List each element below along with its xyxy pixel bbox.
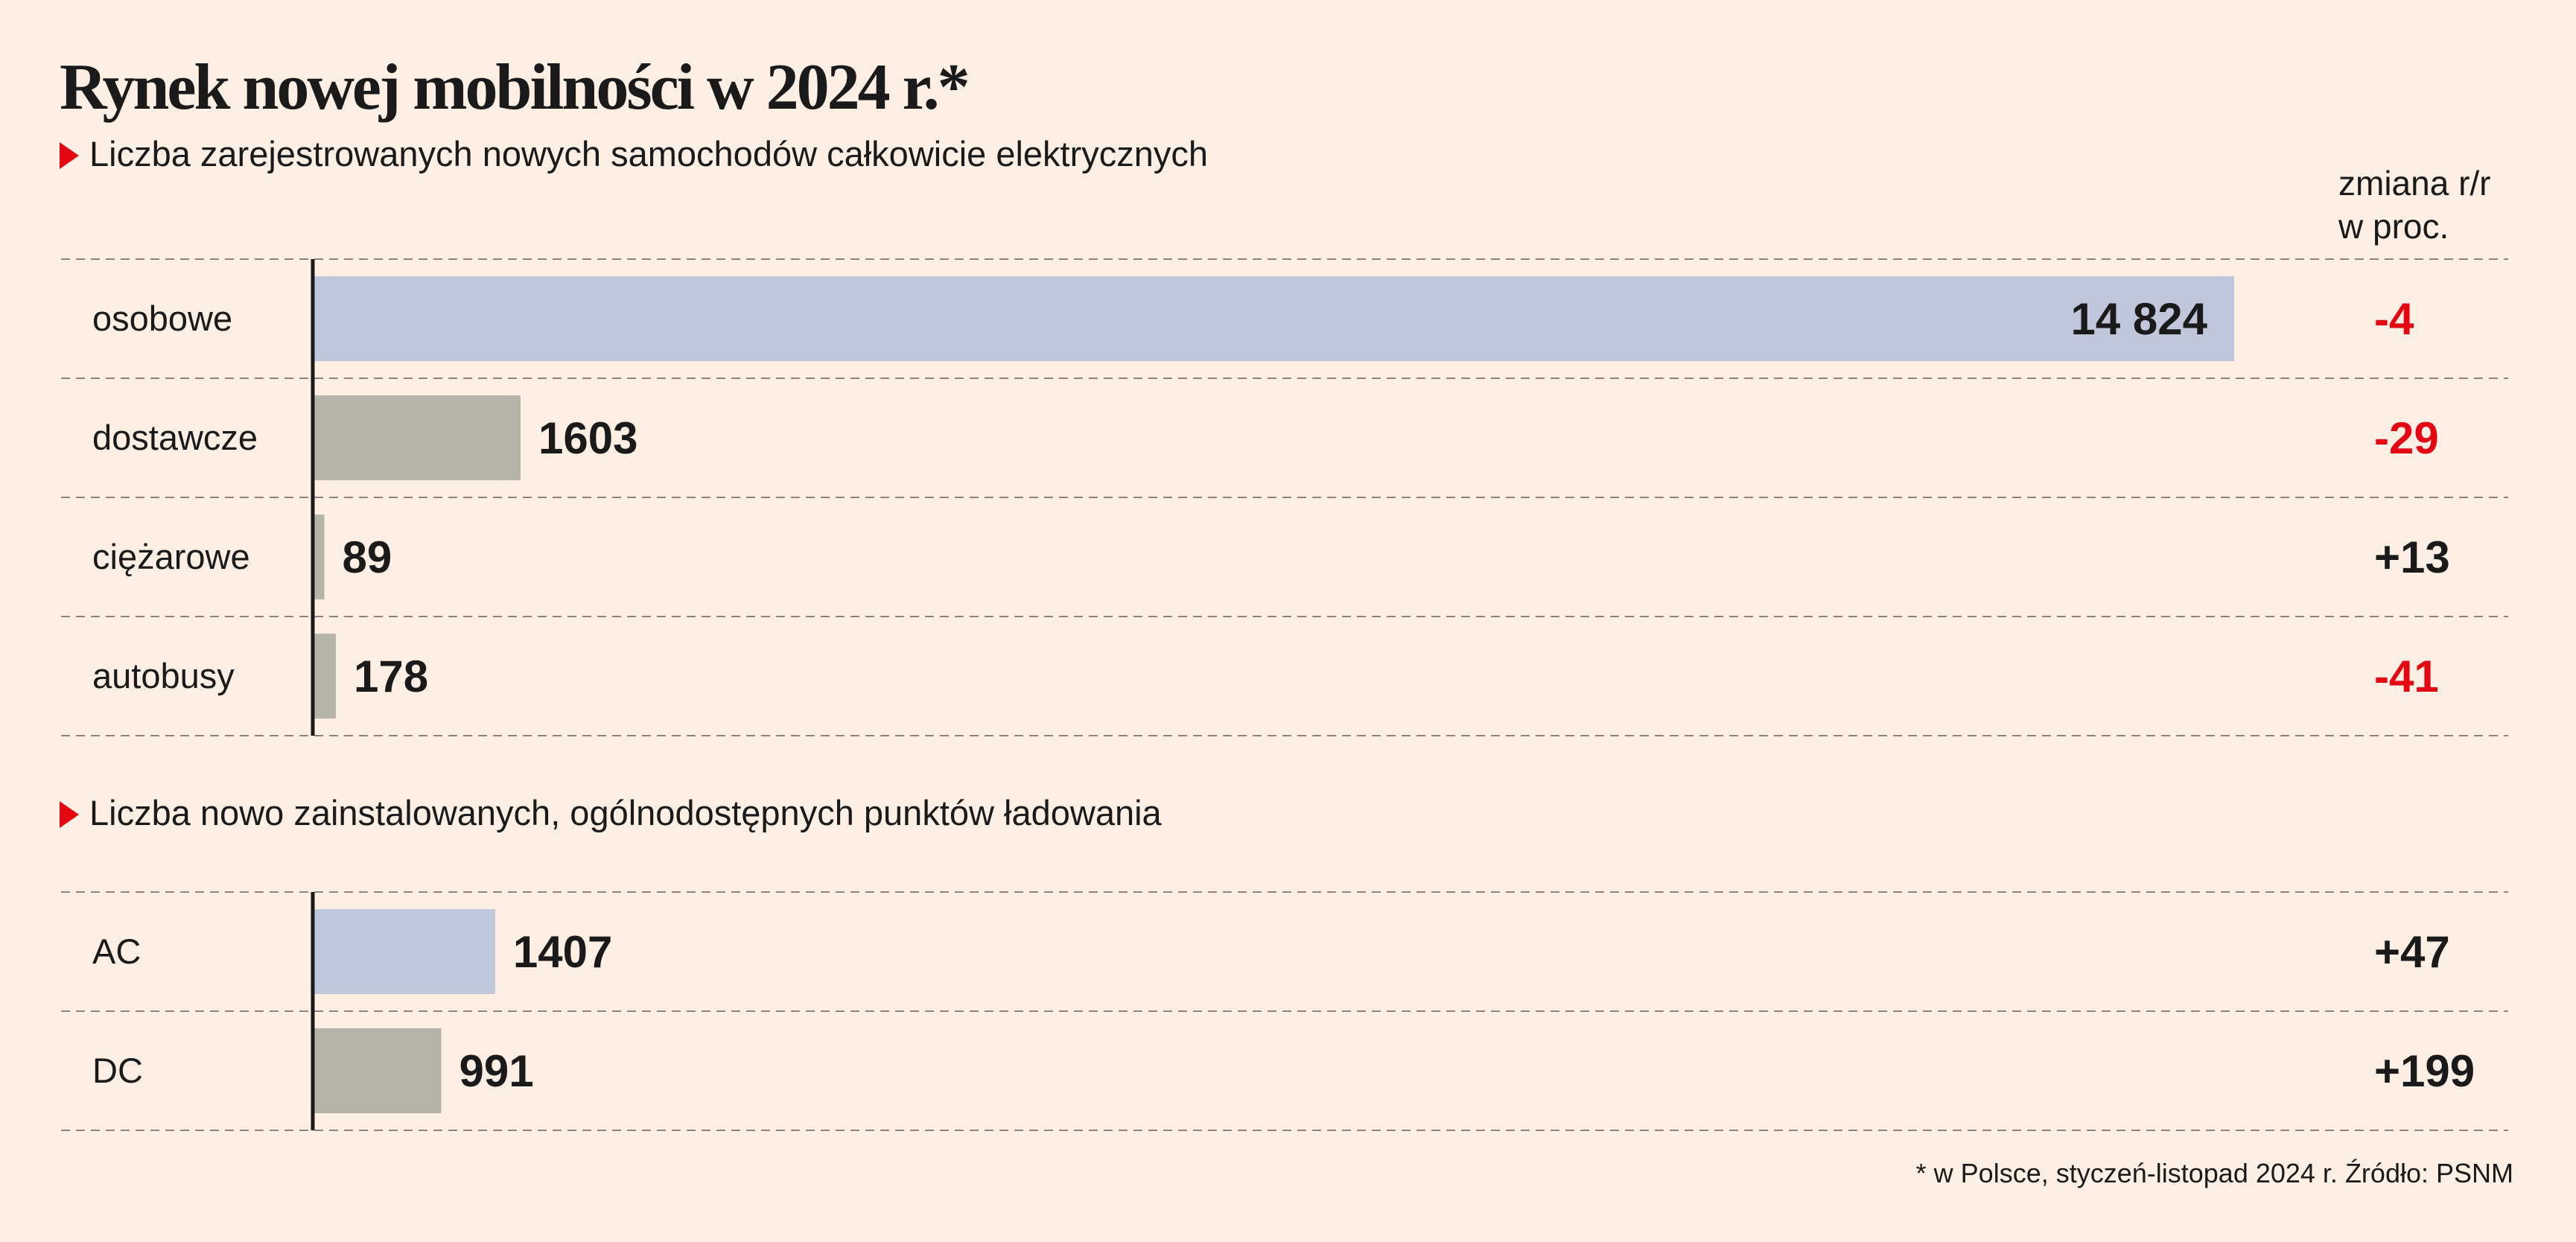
red-triangle-icon (60, 801, 79, 828)
charging-bar-chart: AC 1407 +47 DC 991 +199 (61, 891, 2508, 1131)
section-title-vehicles-text: Liczba zarejestrowanych nowych samochodó… (89, 134, 1209, 173)
bar-autobusy (313, 634, 336, 719)
change-header-line2: w proc. (2338, 206, 2449, 246)
category-label: osobowe (92, 299, 232, 338)
change-label: -29 (2374, 413, 2439, 463)
vehicles-bar-chart: osobowe 14 824 -4 dostawcze 1603 -29 ciężarowe… (61, 258, 2508, 736)
change-label: +13 (2374, 532, 2450, 582)
bar-DC (313, 1028, 442, 1113)
change-header-line1: zmiana r/r (2338, 164, 2491, 203)
value-label: 1603 (538, 413, 637, 463)
category-label: ciężarowe (92, 537, 250, 576)
change-label: -4 (2374, 294, 2414, 344)
category-label: dostawcze (92, 418, 258, 457)
value-label: 178 (354, 652, 428, 701)
category-label: AC (92, 932, 141, 971)
bar-osobowe (313, 276, 2234, 361)
section-title-vehicles: Liczba zarejestrowanych nowych samochodó… (60, 136, 1208, 171)
change-column-header: zmiana r/r w proc. (2338, 162, 2490, 248)
value-label: 14 824 (2070, 294, 2207, 344)
footnote: * w Polsce, styczeń-listopad 2024 r. Źró… (1915, 1158, 2513, 1188)
red-triangle-icon (60, 142, 79, 169)
section-title-charging: Liczba nowo zainstalowanych, ogólnodostę… (60, 795, 1162, 830)
value-label: 1407 (513, 927, 612, 977)
value-label: 991 (459, 1046, 533, 1096)
category-label: autobusy (92, 656, 235, 695)
bar-ciężarowe (313, 515, 325, 599)
value-label: 89 (342, 532, 392, 582)
bar-dostawcze (313, 395, 521, 480)
category-label: DC (92, 1051, 143, 1090)
change-label: -41 (2374, 652, 2439, 701)
bar-AC (313, 909, 495, 994)
change-label: +47 (2374, 927, 2450, 977)
chart-title: Rynek nowej mobilności w 2024 r.* (60, 51, 970, 124)
section-title-charging-text: Liczba nowo zainstalowanych, ogólnodostę… (89, 793, 1162, 832)
change-label: +199 (2374, 1046, 2475, 1096)
